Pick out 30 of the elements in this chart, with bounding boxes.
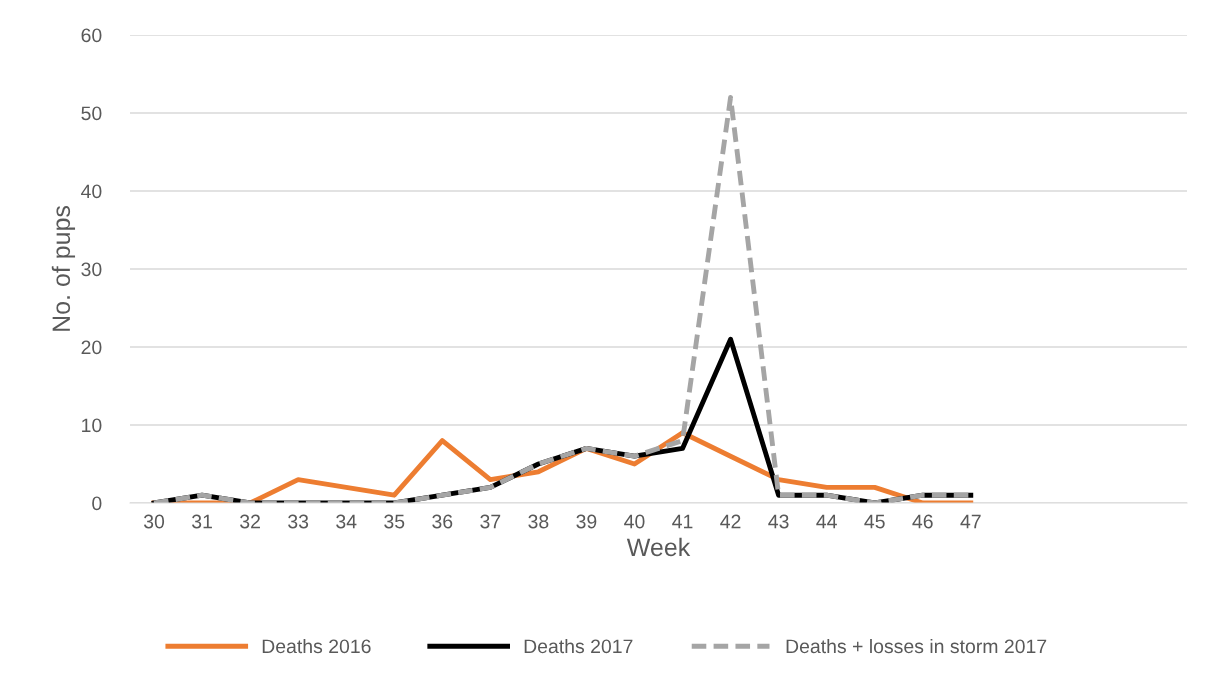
x-tick-label: 47: [960, 514, 981, 529]
x-tick-label: 46: [912, 514, 933, 529]
x-tick-label: 30: [143, 514, 165, 529]
x-axis-title: Week: [626, 537, 691, 557]
y-tick-label: 20: [81, 340, 102, 355]
x-tick-label: 33: [288, 514, 309, 529]
x-tick-label: 40: [624, 514, 645, 529]
y-axis-title: No. of pups: [51, 205, 76, 331]
y-tick-label: 40: [81, 184, 102, 199]
y-tick-label: 60: [81, 28, 102, 43]
x-tick-label: 39: [576, 514, 597, 529]
y-tick-label: 10: [82, 418, 102, 433]
y-tick-label: 30: [81, 262, 102, 277]
x-tick-label: 35: [384, 514, 405, 529]
legend-label: Deaths 2017: [524, 638, 633, 654]
legend-label: Deaths + losses in storm 2017: [786, 638, 1047, 654]
y-tick-label: 0: [92, 496, 102, 511]
x-tick-label: 31: [192, 514, 212, 529]
legend-label: Deaths 2016: [262, 638, 371, 654]
x-tick-label: 36: [432, 514, 453, 529]
x-tick-label: 42: [720, 514, 741, 529]
x-tick-label: 34: [336, 514, 357, 529]
y-tick-label: 50: [81, 106, 102, 121]
x-tick-label: 45: [864, 514, 885, 529]
x-tick-label: 37: [480, 514, 501, 529]
x-tick-label: 41: [672, 514, 693, 529]
x-tick-label: 44: [816, 514, 837, 529]
x-tick-label: 38: [528, 514, 549, 529]
x-tick-label: 32: [240, 514, 260, 529]
x-tick-label: 43: [768, 514, 789, 529]
